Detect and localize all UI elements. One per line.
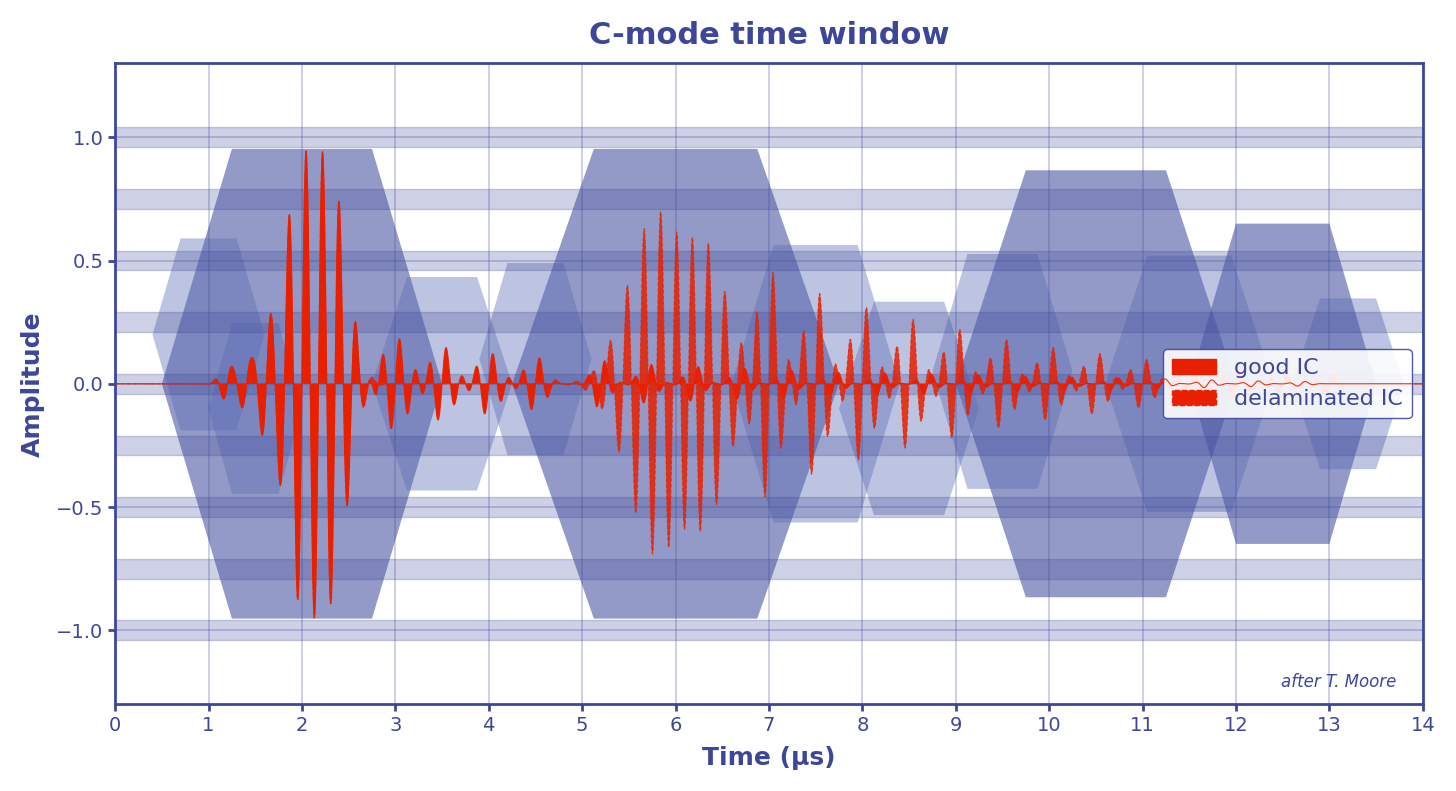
Y-axis label: Amplitude: Amplitude: [20, 311, 45, 456]
Bar: [115, 558, 1423, 578]
Polygon shape: [731, 245, 900, 523]
Polygon shape: [1105, 255, 1274, 512]
Polygon shape: [1190, 224, 1376, 544]
Polygon shape: [153, 238, 265, 430]
Polygon shape: [955, 170, 1236, 597]
Polygon shape: [513, 149, 839, 619]
Bar: [115, 251, 1423, 271]
Polygon shape: [371, 277, 513, 490]
Bar: [115, 498, 1423, 517]
Bar: [115, 374, 1423, 394]
Polygon shape: [1291, 298, 1404, 469]
Polygon shape: [162, 149, 443, 619]
Bar: [115, 127, 1423, 147]
X-axis label: Time (μs): Time (μs): [702, 746, 836, 770]
Text: after T. Moore: after T. Moore: [1281, 673, 1396, 691]
Legend: good IC, delaminated IC: good IC, delaminated IC: [1163, 350, 1412, 418]
Polygon shape: [839, 301, 978, 515]
Bar: [115, 189, 1423, 209]
Bar: [115, 620, 1423, 640]
Bar: [115, 312, 1423, 332]
Polygon shape: [479, 263, 591, 455]
Title: C-mode time window: C-mode time window: [588, 21, 949, 50]
Polygon shape: [208, 323, 301, 494]
Bar: [115, 436, 1423, 456]
Polygon shape: [932, 254, 1073, 489]
